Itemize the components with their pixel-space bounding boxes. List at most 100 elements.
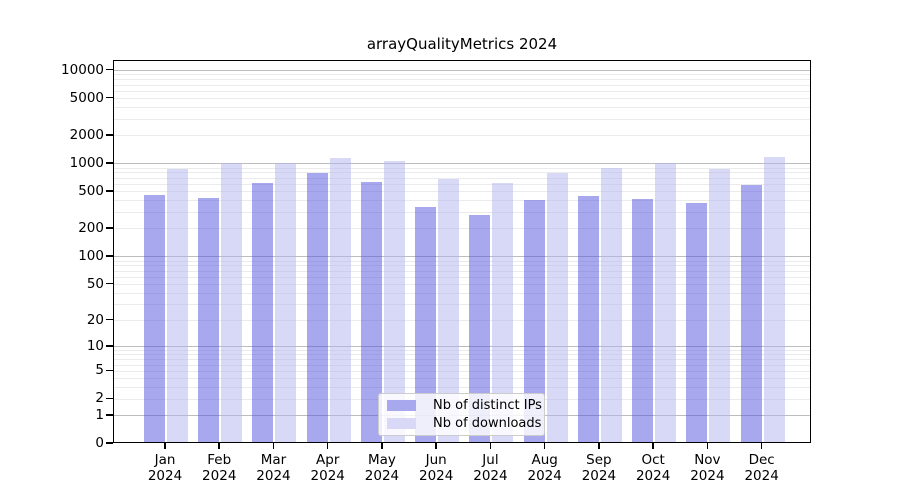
bar-downloads-jun xyxy=(438,178,460,442)
major-gridline xyxy=(114,163,810,165)
bar-downloads-jan xyxy=(167,169,188,442)
x-tick-mark xyxy=(435,443,437,449)
legend-item: Nb of distinct IPs xyxy=(387,398,542,413)
y-tick-mark xyxy=(106,369,113,372)
legend-swatch-icon xyxy=(387,400,416,412)
bar-distinct-ips-mar xyxy=(252,182,274,442)
minor-gridline xyxy=(114,98,810,100)
y-tick-label: 5000 xyxy=(69,89,104,106)
minor-gridline xyxy=(114,354,810,356)
x-tick-label: Aug 2024 xyxy=(527,452,562,484)
minor-gridline xyxy=(114,74,810,76)
minor-gridline xyxy=(114,212,810,214)
x-tick-mark xyxy=(543,443,546,449)
bar-downloads-dec xyxy=(763,156,785,442)
bar-distinct-ips-oct xyxy=(632,199,654,442)
x-tick-label: Apr 2024 xyxy=(310,452,345,484)
y-tick-label: 1 xyxy=(95,406,104,423)
minor-gridline xyxy=(114,370,810,372)
x-tick-label: Mar 2024 xyxy=(256,452,291,484)
minor-gridline xyxy=(114,359,810,361)
legend: Nb of distinct IPs Nb of downloads xyxy=(378,393,545,436)
minor-gridline xyxy=(114,191,810,193)
y-tick-label: 10000 xyxy=(61,61,104,78)
y-tick-mark xyxy=(106,190,113,192)
major-gridline xyxy=(114,256,810,258)
y-tick-label: 20 xyxy=(86,311,104,328)
bar-downloads-apr xyxy=(329,158,351,442)
y-tick-label: 200 xyxy=(78,219,104,236)
minor-gridline xyxy=(114,184,810,186)
bar-distinct-ips-nov xyxy=(686,203,708,442)
bar-distinct-ips-jul xyxy=(469,214,491,442)
bar-distinct-ips-may xyxy=(360,181,382,442)
bar-distinct-ips-feb xyxy=(198,198,220,442)
bar-downloads-feb xyxy=(221,162,243,442)
minor-gridline xyxy=(114,84,810,86)
minor-gridline xyxy=(114,200,810,202)
minor-gridline xyxy=(114,292,810,294)
x-tick-mark xyxy=(218,443,220,449)
minor-gridline xyxy=(114,364,810,366)
minor-gridline xyxy=(114,350,810,352)
bar-distinct-ips-dec xyxy=(740,185,762,442)
y-tick-mark xyxy=(106,442,113,444)
minor-gridline xyxy=(114,387,810,389)
bar-downloads-aug xyxy=(546,173,568,442)
x-tick-label: May 2024 xyxy=(364,452,400,484)
y-tick-label: 2 xyxy=(95,390,104,407)
x-tick-label: Nov 2024 xyxy=(690,452,725,484)
x-tick-label: Jan 2024 xyxy=(147,452,183,484)
bar-downloads-may xyxy=(383,161,405,442)
x-tick-mark xyxy=(760,443,763,449)
x-tick-mark xyxy=(326,443,329,449)
x-tick-mark xyxy=(652,443,654,449)
minor-gridline xyxy=(114,304,810,306)
bar-downloads-oct xyxy=(655,162,677,442)
y-tick-label: 500 xyxy=(78,182,104,199)
minor-gridline xyxy=(114,265,810,267)
minor-gridline xyxy=(114,135,810,137)
legend-swatch-icon xyxy=(387,417,416,429)
minor-gridline xyxy=(114,378,810,380)
y-tick-label: 1000 xyxy=(69,154,104,171)
plot-area xyxy=(113,60,811,443)
y-tick-label: 50 xyxy=(86,275,104,292)
x-tick-label: Jun 2024 xyxy=(419,452,454,484)
y-tick-mark xyxy=(106,282,113,285)
minor-gridline xyxy=(114,79,810,81)
bar-distinct-ips-sep xyxy=(577,196,599,442)
minor-gridline xyxy=(114,320,810,322)
y-tick-mark xyxy=(106,134,113,136)
y-tick-mark xyxy=(106,397,113,400)
y-tick-mark xyxy=(106,68,113,71)
bar-downloads-sep xyxy=(600,168,622,442)
chart-title: arrayQualityMetrics 2024 xyxy=(366,35,558,53)
y-tick-label: 0 xyxy=(95,435,104,451)
major-gridline xyxy=(114,70,810,72)
y-tick-mark xyxy=(106,162,113,164)
x-tick-label: Oct 2024 xyxy=(635,452,671,484)
minor-gridline xyxy=(114,177,810,179)
bar-distinct-ips-aug xyxy=(523,200,545,442)
x-tick-label: Sep 2024 xyxy=(581,452,617,484)
minor-gridline xyxy=(114,270,810,272)
x-tick-label: Jul 2024 xyxy=(473,452,508,484)
y-tick-mark xyxy=(106,255,113,257)
bar-downloads-nov xyxy=(709,169,731,442)
x-tick-mark xyxy=(489,443,492,449)
y-tick-label: 10 xyxy=(86,337,104,354)
x-tick-label: Dec 2024 xyxy=(744,452,779,484)
minor-gridline xyxy=(114,228,810,230)
y-tick-mark xyxy=(106,318,113,321)
bar-distinct-ips-apr xyxy=(306,173,328,442)
minor-gridline xyxy=(114,276,810,278)
x-tick-mark xyxy=(164,443,166,449)
bar-distinct-ips-jan xyxy=(144,195,165,442)
y-tick-mark xyxy=(106,414,113,416)
bar-distinct-ips-jun xyxy=(415,206,437,442)
major-gridline xyxy=(114,346,810,348)
legend-item-label: Nb of distinct IPs xyxy=(433,398,542,414)
y-tick-label: 5 xyxy=(95,362,104,379)
